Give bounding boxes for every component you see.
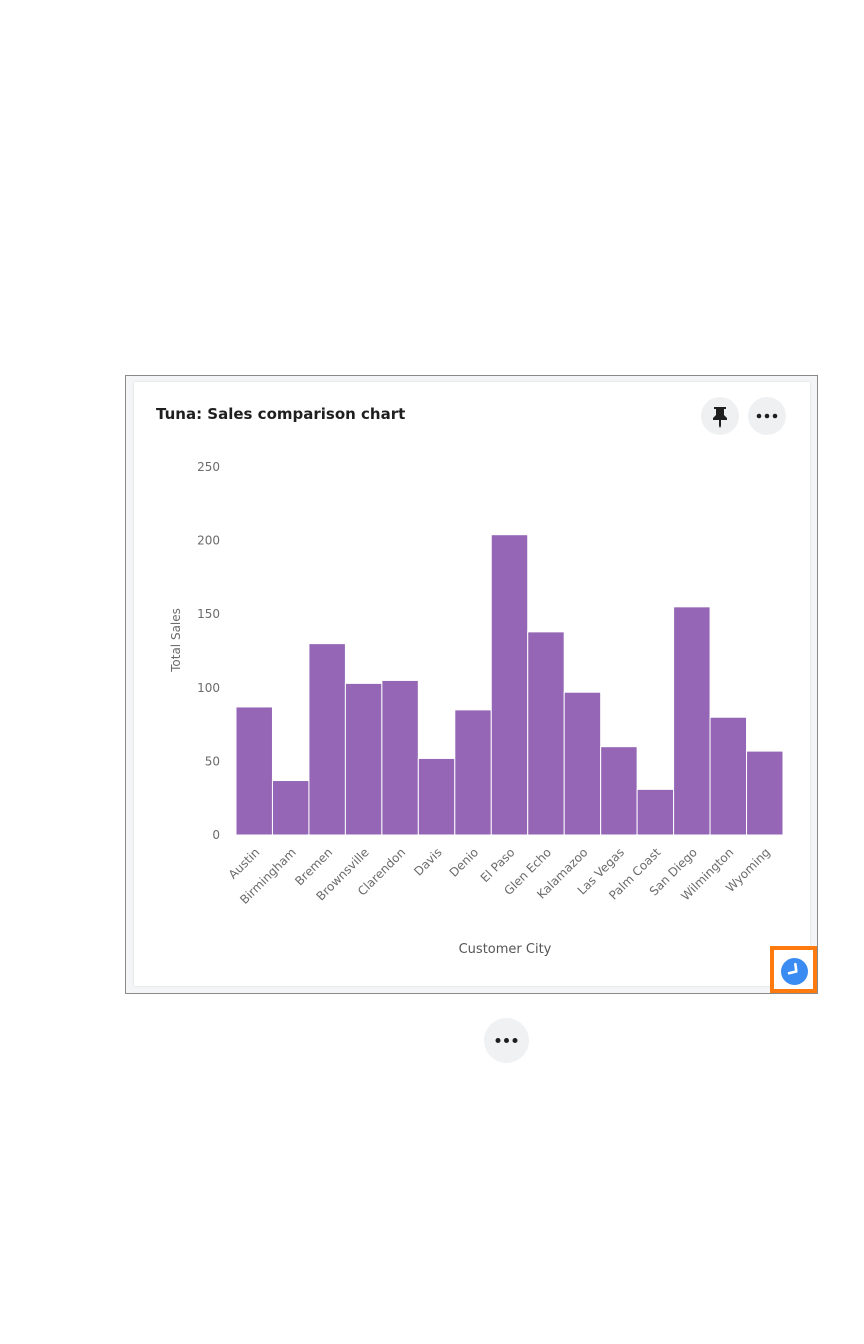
bar-denio[interactable] (454, 709, 492, 836)
bar-clarendon[interactable] (381, 679, 419, 836)
scroll-down-button[interactable] (781, 958, 808, 985)
more-options-button[interactable] (748, 397, 786, 435)
chart-card: Tuna: Sales comparison chart 0 50 100 150 20… (134, 382, 810, 986)
bar-austin[interactable] (235, 706, 273, 836)
bar-las-vegas[interactable] (600, 746, 638, 836)
x-tick-label: Davis (411, 845, 444, 878)
y-axis-label: Total Sales (169, 608, 183, 673)
more-dots-icon (495, 1038, 518, 1043)
bar-wilmington[interactable] (709, 716, 748, 836)
arrow-down-circle-icon (787, 962, 798, 975)
y-tick-label: 250 (197, 460, 220, 474)
highlight-box (770, 946, 817, 993)
y-tick-label: 200 (197, 534, 220, 548)
y-tick-label: 150 (197, 607, 220, 621)
chart-card-frame: Tuna: Sales comparison chart 0 50 100 150 20… (125, 375, 818, 994)
y-tick-label: 50 (205, 754, 220, 768)
bar-davis[interactable] (417, 757, 456, 836)
bar-palm-coast[interactable] (636, 788, 675, 836)
more-options-button-bottom[interactable] (484, 1018, 529, 1063)
y-tick-label: 100 (197, 681, 220, 695)
bar-birmingham[interactable] (271, 780, 310, 836)
bar-kalamazoo[interactable] (563, 691, 602, 836)
bar-brownsville[interactable] (344, 682, 383, 836)
bar-wyoming[interactable] (746, 750, 784, 836)
x-axis-label: Customer City (459, 942, 552, 957)
bar-glen-echo[interactable] (527, 631, 565, 836)
chart-title: Tuna: Sales comparison chart (156, 405, 406, 423)
pin-icon (713, 407, 727, 428)
pin-button[interactable] (701, 397, 739, 435)
bar-bremen[interactable] (308, 643, 346, 836)
more-dots-icon (756, 413, 778, 419)
y-tick-label: 0 (212, 828, 220, 842)
bar-el-paso[interactable] (490, 534, 529, 836)
x-tick-label: Denio (447, 845, 482, 880)
bar-san-diego[interactable] (673, 606, 711, 836)
